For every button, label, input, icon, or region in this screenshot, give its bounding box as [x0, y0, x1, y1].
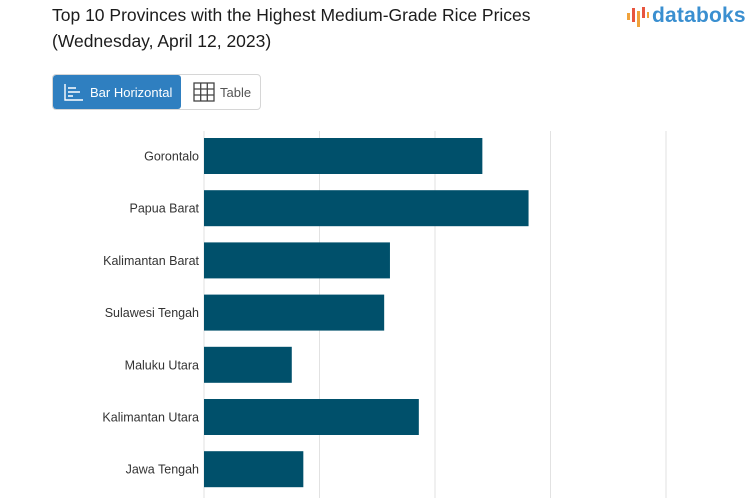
tab-bar-horizontal-label: Bar Horizontal: [90, 84, 173, 100]
category-label-gorontalo: Gorontalo: [144, 150, 199, 164]
bar-sulawesi-tengah[interactable]: [204, 294, 385, 331]
table-grid-icon: [193, 82, 215, 102]
bar-kalimantan-barat[interactable]: [204, 242, 390, 279]
category-label-sulawesi-tengah: Sulawesi Tengah: [105, 306, 199, 320]
category-label-kalimantan-utara: Kalimantan Utara: [102, 411, 199, 425]
databoks-logo-icon: [627, 7, 649, 27]
tab-table-label: Table: [220, 84, 252, 100]
bar-jawa-tengah[interactable]: [204, 451, 304, 488]
brand-name: databoks: [652, 4, 746, 27]
tab-bar-horizontal[interactable]: Bar Horizontal: [53, 75, 181, 109]
bar-maluku-utara[interactable]: [204, 346, 292, 383]
bar-papua-barat[interactable]: [204, 190, 529, 227]
chart-title-line-1: Top 10 Provinces with the Highest Medium…: [52, 5, 531, 25]
category-label-papua-barat: Papua Barat: [130, 202, 200, 216]
tab-table[interactable]: Table: [181, 75, 251, 109]
category-label-jawa-tengah: Jawa Tengah: [126, 463, 199, 477]
bar-chart-icon: [64, 84, 83, 101]
bars: [204, 138, 529, 488]
chart-title-line-2: (Wednesday, April 12, 2023): [52, 31, 272, 51]
category-label-maluku-utara: Maluku Utara: [125, 358, 199, 372]
bar-gorontalo[interactable]: [204, 138, 483, 174]
category-labels: Gorontalo Papua Barat Kalimantan Barat Sula…: [102, 150, 199, 477]
bar-kalimantan-utara[interactable]: [204, 399, 419, 435]
category-label-kalimantan-barat: Kalimantan Barat: [103, 254, 199, 268]
chart-title: Top 10 Provinces with the Highest Medium…: [52, 2, 612, 54]
databoks-logo[interactable]: databoks: [626, 4, 746, 28]
view-tabs: Bar Horizontal Table: [52, 74, 261, 110]
